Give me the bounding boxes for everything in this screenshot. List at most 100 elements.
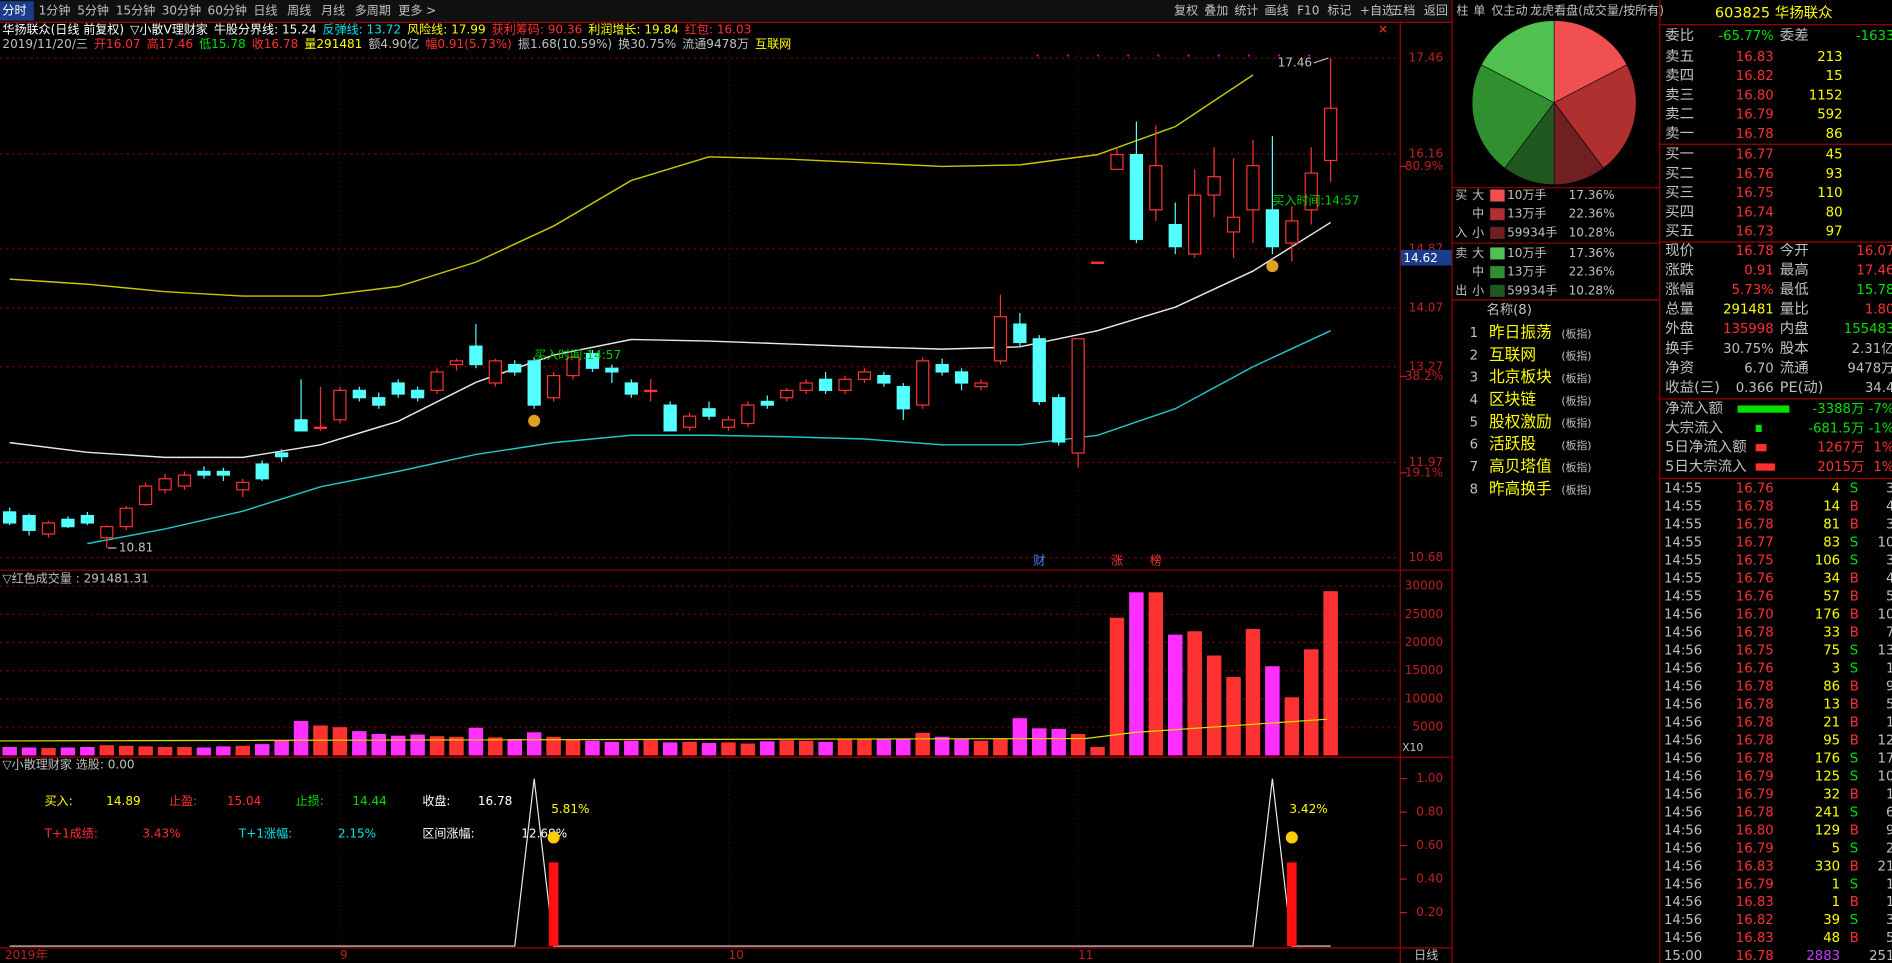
volume-bar — [1051, 728, 1066, 756]
tab[interactable]: 更多 > — [398, 3, 436, 17]
ratio-label: 委差 — [1780, 27, 1809, 44]
volume-bar — [468, 727, 484, 756]
tab[interactable]: 多周期 — [355, 3, 391, 17]
block-name[interactable]: 互联网 — [1489, 345, 1536, 364]
block-tag: (板指) — [1561, 483, 1591, 497]
flow-percent: 17.36% — [1569, 246, 1615, 260]
stat-label: T+1涨幅: — [238, 825, 292, 840]
tick-time: 14:55 — [1664, 536, 1702, 551]
tool-button[interactable]: 标记 — [1327, 3, 1351, 17]
y-tick-label: 10.68 — [1409, 550, 1444, 564]
book-price: 16.75 — [1736, 186, 1774, 201]
candle-body — [1246, 165, 1260, 211]
block-tag: (板指) — [1561, 460, 1591, 474]
tab[interactable]: 分时 — [2, 3, 26, 17]
block-name[interactable]: 股权激励 — [1489, 412, 1552, 431]
signal-bar — [1286, 862, 1297, 947]
tool-button[interactable]: 叠加 — [1204, 3, 1228, 17]
tick-count: 9 — [1886, 823, 1892, 838]
stat-value: 291481 — [1723, 303, 1774, 318]
stat-label: 股本 — [1780, 340, 1809, 357]
volume-bar — [449, 736, 464, 756]
volume-bar — [643, 740, 658, 756]
info-item: 红包: 16.03 — [685, 22, 751, 37]
flow-value: -3388万 — [1812, 402, 1864, 417]
tick-price: 16.78 — [1736, 626, 1774, 641]
block-tag: (板指) — [1561, 349, 1591, 363]
candle-body — [3, 511, 17, 524]
block-name[interactable]: 活跃股 — [1489, 434, 1536, 453]
block-index: 7 — [1470, 460, 1478, 475]
info-item: 华扬联众(日线 前复权) — [2, 22, 124, 37]
book-price: 16.76 — [1736, 167, 1774, 182]
candle-body — [216, 470, 230, 476]
book-label: 买五 — [1665, 223, 1694, 240]
tab[interactable]: 日线 — [253, 3, 277, 17]
tick-volume: 129 — [1815, 823, 1840, 838]
candle-body — [527, 360, 541, 406]
tick-time: 15:00 — [1664, 949, 1702, 963]
book-price: 16.82 — [1736, 69, 1774, 84]
y-tick-label: 30000 — [1405, 579, 1443, 593]
side-tab[interactable]: 仅主动 — [1491, 3, 1527, 17]
tick-time: 14:55 — [1664, 572, 1702, 587]
tool-button[interactable]: F10 — [1297, 3, 1319, 17]
block-name[interactable]: 昨日振荡 — [1489, 323, 1552, 342]
flow-percent: 22.36% — [1569, 265, 1615, 279]
tab[interactable]: 1分钟 — [39, 2, 71, 17]
side-tab[interactable]: 龙虎看盘(成交量/按所有) — [1530, 2, 1664, 17]
tick-volume: 1 — [1832, 895, 1840, 910]
toolbar-bg — [0, 0, 1452, 22]
block-index: 3 — [1470, 371, 1478, 386]
candle-body — [1188, 194, 1202, 255]
tab[interactable]: 周线 — [287, 3, 311, 17]
tick-volume: 33 — [1823, 626, 1840, 641]
tick-side: B — [1850, 715, 1859, 730]
tab[interactable]: 月线 — [321, 3, 345, 17]
stat-label: 流通 — [1780, 359, 1809, 376]
side-tab[interactable]: 柱 — [1456, 2, 1468, 17]
book-volume: 592 — [1817, 108, 1842, 123]
tab[interactable]: 60分钟 — [208, 2, 247, 17]
flow-side: 入 — [1455, 225, 1467, 239]
block-name[interactable]: 昨高换手 — [1489, 479, 1552, 498]
tool-button[interactable]: +自选 — [1360, 3, 1394, 17]
book-volume: 93 — [1826, 167, 1843, 182]
stat-label: 现价 — [1665, 243, 1694, 259]
tick-price: 16.78 — [1736, 518, 1774, 533]
tick-volume: 14 — [1823, 500, 1840, 515]
tick-side: B — [1850, 697, 1859, 712]
volume-bar — [1187, 631, 1202, 756]
volume-bar — [973, 740, 989, 756]
tool-button[interactable]: 复权 — [1174, 3, 1198, 17]
volume-bar — [876, 739, 892, 756]
candle-body — [954, 371, 969, 384]
volume-bar — [118, 745, 134, 756]
volume-bar — [177, 746, 192, 756]
candle-body — [663, 404, 677, 432]
tool-button[interactable]: 返回 — [1424, 3, 1448, 17]
side-tab[interactable]: 单 — [1473, 3, 1485, 17]
stat-label: 涨跌 — [1665, 262, 1694, 279]
fib-label: 80.9% — [1405, 159, 1443, 173]
tool-button[interactable]: 画线 — [1265, 3, 1289, 17]
tab[interactable]: 15分钟 — [116, 2, 155, 17]
tab[interactable]: 30分钟 — [162, 2, 201, 17]
close-icon[interactable]: ✕ — [1378, 23, 1388, 37]
candle-body — [1129, 154, 1144, 240]
block-name[interactable]: 北京板块 — [1489, 367, 1552, 386]
tool-button[interactable]: 五档 — [1391, 3, 1415, 17]
tool-button[interactable]: 统计 — [1234, 3, 1258, 17]
tick-price: 16.77 — [1736, 536, 1774, 551]
block-name[interactable]: 区块链 — [1489, 390, 1536, 409]
book-price: 16.78 — [1736, 127, 1774, 142]
tick-price: 16.76 — [1736, 590, 1774, 605]
tab[interactable]: 5分钟 — [77, 2, 109, 17]
tick-volume: 39 — [1823, 913, 1840, 928]
stat-value: 0.366 — [1736, 381, 1774, 396]
money-bag — [528, 414, 541, 427]
stat-label: 总量 — [1665, 301, 1694, 318]
stat-value: 3.43% — [142, 826, 180, 840]
tick-time: 14:56 — [1664, 751, 1702, 766]
block-name[interactable]: 高贝塔值 — [1489, 457, 1552, 476]
